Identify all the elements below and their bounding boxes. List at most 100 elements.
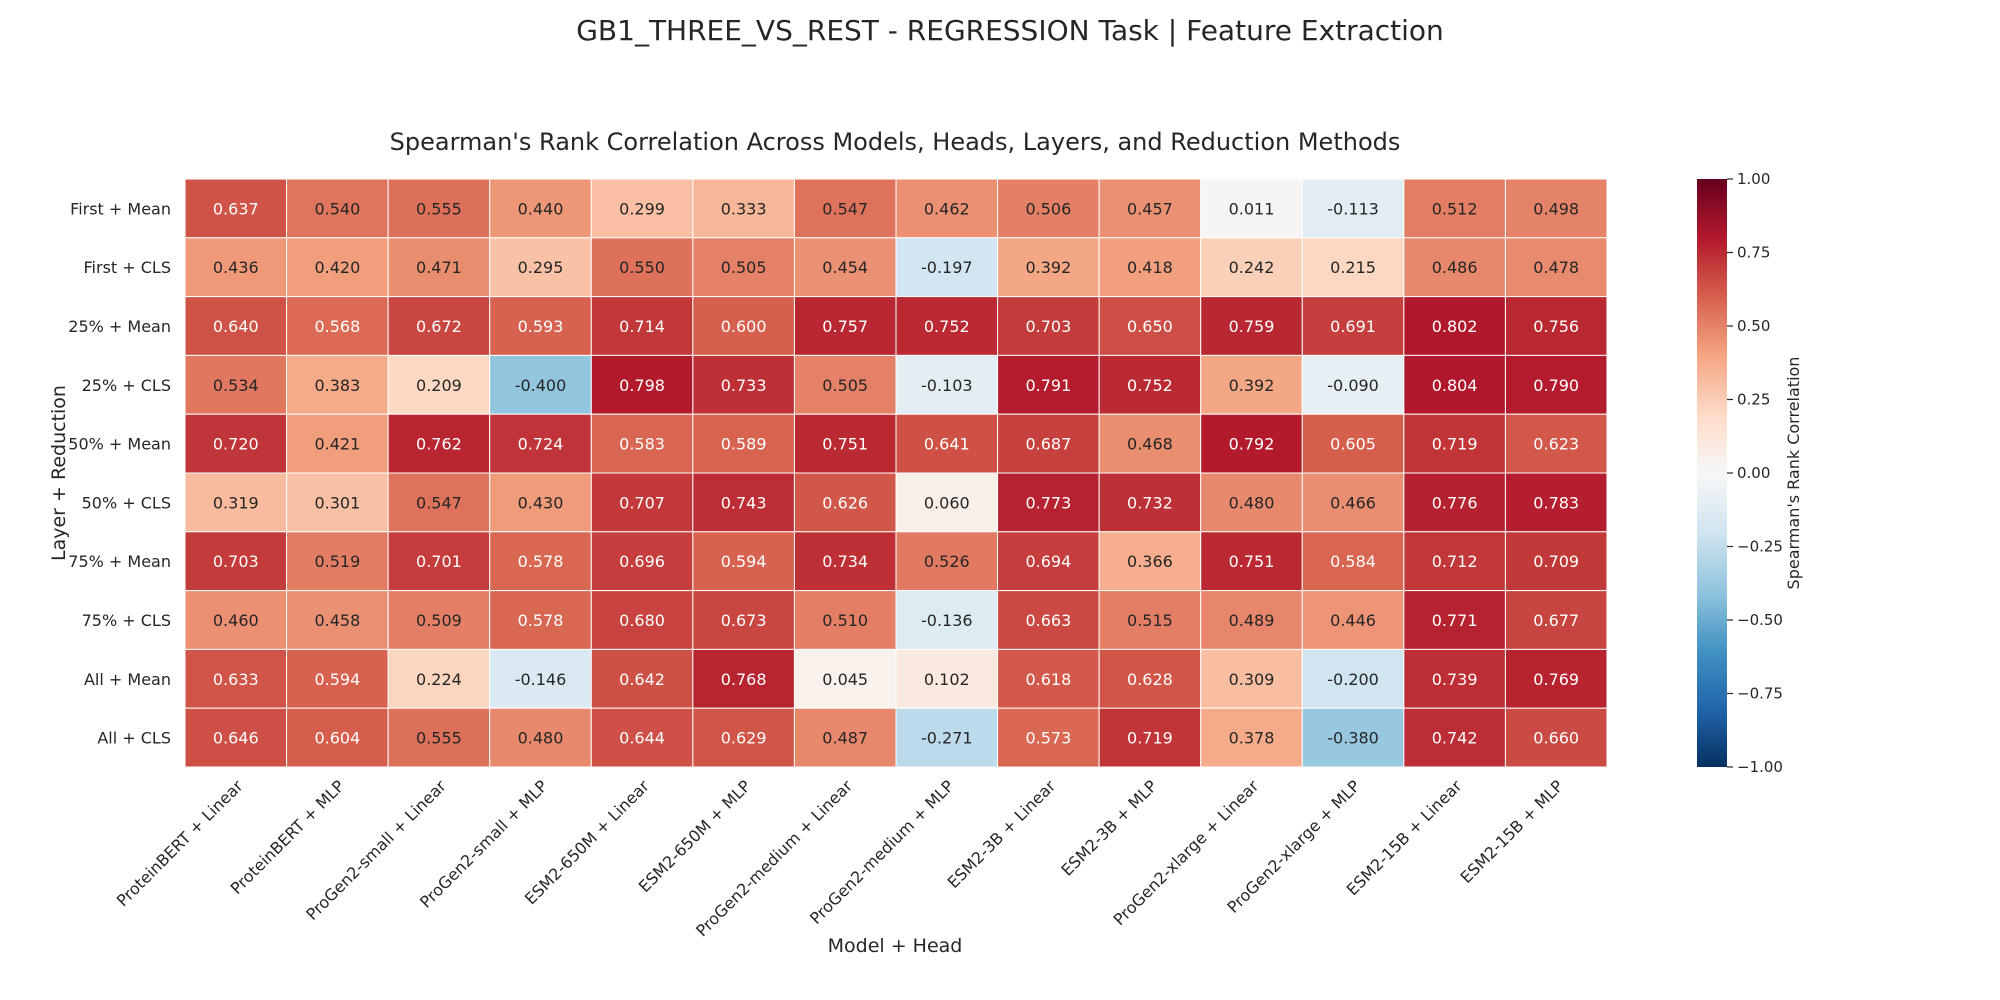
cell-value-label: 0.743 [721, 493, 767, 512]
heatmap-cell [1200, 413, 1303, 474]
cell-value-label: 0.440 [518, 199, 564, 218]
cell-value-label: 0.505 [721, 258, 767, 277]
cell-value-label: 0.605 [1330, 435, 1376, 454]
row-tick-label: All + Mean [84, 670, 171, 689]
cell-value-label: 0.555 [416, 729, 462, 748]
heatmap-cell [387, 472, 491, 533]
heatmap-cell [1301, 413, 1405, 474]
heatmap-cell [387, 354, 491, 415]
heatmap-cell [1301, 707, 1405, 768]
cell-value-label: 0.295 [518, 258, 564, 277]
heatmap-cell [1403, 590, 1506, 650]
cell-value-label: 0.687 [1025, 435, 1071, 454]
column-tick-label: ESM2-3B + MLP [1057, 776, 1161, 880]
colorbar-tick-label: −0.25 [1737, 538, 1783, 556]
cell-value-label: 0.498 [1533, 199, 1579, 218]
heatmap-cell [590, 531, 694, 592]
column-tick-label: ESM2-15B + MLP [1457, 776, 1568, 887]
colorbar-tick-label: 0.00 [1737, 464, 1770, 482]
cell-value-label: 0.555 [416, 199, 462, 218]
heatmap-cell [1301, 354, 1405, 415]
cell-value-label: 0.759 [1229, 317, 1275, 336]
heatmap-cell [1200, 707, 1303, 768]
heatmap-cell [895, 531, 999, 592]
cell-value-label: -0.400 [515, 376, 567, 395]
cell-value-label: 0.756 [1533, 317, 1579, 336]
cell-value-label: 0.733 [721, 376, 767, 395]
cell-value-label: 0.430 [518, 493, 564, 512]
cell-value-label: 0.209 [416, 376, 462, 395]
colorbar-tick-label: 1.00 [1737, 170, 1770, 188]
heatmap-cell [895, 178, 999, 239]
heatmap-cell [997, 237, 1100, 298]
chart-title: Spearman's Rank Correlation Across Model… [390, 128, 1401, 156]
heatmap-cell [793, 531, 897, 592]
cell-value-label: 0.719 [1432, 435, 1478, 454]
cell-value-label: 0.703 [213, 552, 259, 571]
heatmap-cell [1200, 296, 1303, 356]
cell-value-label: 0.640 [213, 317, 259, 336]
heatmap-cell [1200, 531, 1303, 592]
heatmap-cell [997, 296, 1100, 356]
cell-value-label: 0.628 [1127, 670, 1173, 689]
cell-value-label: -0.103 [921, 376, 973, 395]
cell-value-label: 0.680 [619, 611, 665, 630]
heatmap-cell [489, 178, 592, 239]
cell-value-label: 0.691 [1330, 317, 1376, 336]
colorbar-tick-label: 0.25 [1737, 391, 1770, 409]
heatmap-cell [387, 296, 491, 356]
cell-value-label: 0.776 [1432, 493, 1478, 512]
heatmap-cell [793, 590, 897, 650]
cell-value-label: 0.751 [822, 435, 868, 454]
column-tick-label: ESM2-15B + Linear [1343, 776, 1466, 899]
cell-value-label: 0.319 [213, 493, 259, 512]
heatmap-cell [1200, 354, 1303, 415]
cell-value-label: 0.512 [1432, 199, 1478, 218]
cell-value-label: 0.045 [822, 670, 868, 689]
heatmap-cell [590, 413, 694, 474]
heatmap-cell [1301, 590, 1405, 650]
cell-value-label: 0.673 [721, 611, 767, 630]
cell-value-label: 0.102 [924, 670, 970, 689]
cell-value-label: 0.709 [1533, 552, 1579, 571]
heatmap-cell [692, 707, 795, 768]
cell-value-label: 0.798 [619, 376, 665, 395]
row-tick-label: 75% + Mean [68, 552, 171, 571]
cell-value-label: 0.626 [822, 493, 868, 512]
heatmap-cell [489, 648, 592, 709]
x-axis-label: Model + Head [828, 935, 963, 957]
cell-value-label: 0.783 [1533, 493, 1579, 512]
cell-value-label: 0.677 [1533, 611, 1579, 630]
cell-value-label: -0.197 [921, 258, 973, 277]
colorbar-tick-label: −0.50 [1737, 611, 1783, 629]
cell-value-label: 0.301 [314, 493, 360, 512]
heatmap-cell [793, 237, 897, 298]
cell-value-label: 0.773 [1025, 493, 1071, 512]
cell-value-label: 0.701 [416, 552, 462, 571]
heatmap-cell [1301, 648, 1405, 709]
colorbar: 1.00 0.75 0.50 0.25 0.00 −0.25 −0.50 −0.75 −1.00 [1697, 170, 1783, 776]
cell-value-label: 0.534 [213, 376, 259, 395]
cell-value-label: 0.519 [314, 552, 360, 571]
cell-value-label: 0.540 [314, 199, 360, 218]
colorbar-tick-label: 0.75 [1737, 244, 1770, 262]
cell-value-label: 0.366 [1127, 552, 1173, 571]
heatmap-cell [489, 237, 592, 298]
cell-value-label: 0.790 [1533, 376, 1579, 395]
heatmap-cell [692, 178, 795, 239]
cell-value-label: 0.509 [416, 611, 462, 630]
heatmap-cell [895, 648, 999, 709]
heatmap-cell [1403, 237, 1506, 298]
heatmap-cell [184, 296, 288, 356]
cell-value-label: 0.510 [822, 611, 868, 630]
cell-value-label: -0.380 [1327, 729, 1379, 748]
heatmap-cell [997, 648, 1100, 709]
figure-suptitle: GB1_THREE_VS_REST - REGRESSION Task | Fe… [576, 14, 1444, 47]
cell-value-label: 0.594 [314, 670, 360, 689]
cell-value-label: 0.660 [1533, 729, 1579, 748]
heatmap-cell [895, 413, 999, 474]
cell-value-label: 0.644 [619, 729, 665, 748]
cell-value-label: -0.113 [1327, 199, 1379, 218]
cell-value-label: 0.714 [619, 317, 665, 336]
